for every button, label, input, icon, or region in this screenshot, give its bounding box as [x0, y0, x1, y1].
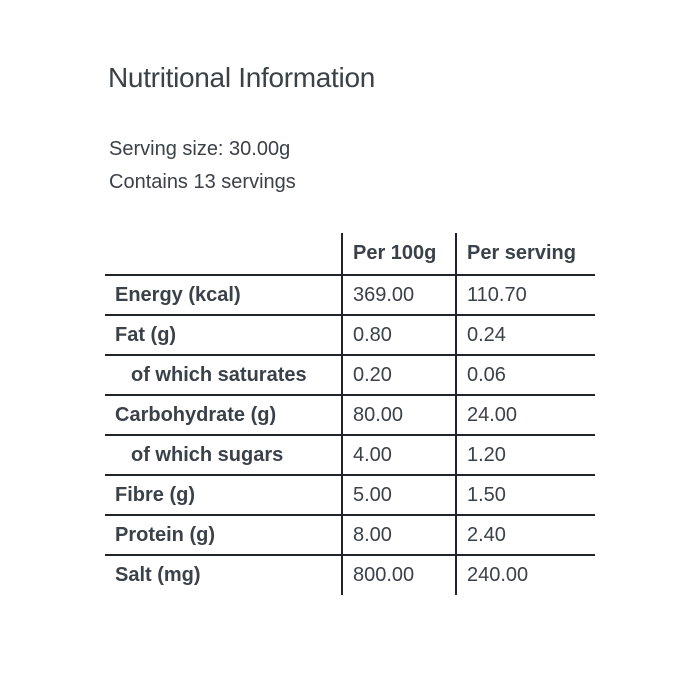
row-label: Salt (mg) [115, 564, 201, 586]
value-per-serving: 0.24 [455, 315, 595, 356]
table-header-row: Per 100g Per serving [105, 233, 595, 276]
page-title: Nutritional Information [108, 62, 376, 93]
header-empty-cell [105, 233, 342, 276]
value-per-100g: 5.00 [341, 475, 456, 516]
nutrition-table: Per 100g Per serving Energy (kcal) 369.0… [105, 233, 595, 595]
value-per-100g: 4.00 [341, 435, 456, 476]
value-per-100g: 80.00 [341, 395, 456, 436]
table-row: Energy (kcal) 369.00 110.70 [105, 275, 595, 316]
row-label: Protein (g) [105, 515, 342, 556]
table-row: Protein (g) 8.00 2.40 [105, 515, 595, 556]
table-row: of which saturates 0.20 0.06 [105, 355, 595, 396]
header-per-serving: Per serving [455, 233, 595, 276]
value-per-100g: 800.00 [341, 555, 456, 595]
value-per-serving: 2.40 [455, 515, 595, 556]
table-row: Carbohydrate (g) 80.00 24.00 [105, 395, 595, 436]
row-label: Carbohydrate (g) [105, 395, 342, 436]
value-per-serving: 1.50 [455, 475, 595, 516]
value-per-100g: 369.00 [341, 275, 456, 316]
value-per-serving: 240.00 [455, 555, 595, 595]
row-label: Energy (kcal) [105, 275, 342, 316]
row-label: of which sugars [105, 435, 342, 476]
value-per-serving: 110.70 [455, 275, 595, 316]
header-per-100g: Per 100g [341, 233, 456, 276]
value-per-100g: 0.20 [341, 355, 456, 396]
row-label: Fat (g) [105, 315, 342, 356]
table-row: Fat (g) 0.80 0.24 [105, 315, 595, 356]
table-row: Fibre (g) 5.00 1.50 [105, 475, 595, 516]
value-per-serving: 0.06 [455, 355, 595, 396]
serving-size-text: Serving size: 30.00g [109, 138, 291, 160]
table-row: of which sugars 4.00 1.20 [105, 435, 595, 476]
row-label: of which saturates [105, 355, 342, 396]
value-per-serving: 24.00 [455, 395, 595, 436]
row-label: Fibre (g) [105, 475, 342, 516]
servings-count-text: Contains 13 servings [109, 171, 296, 193]
value-per-100g: 0.80 [341, 315, 456, 356]
value-per-100g: 8.00 [341, 515, 456, 556]
value-per-serving: 1.20 [455, 435, 595, 476]
table-row: Salt (mg) 800.00 240.00 [105, 555, 595, 595]
